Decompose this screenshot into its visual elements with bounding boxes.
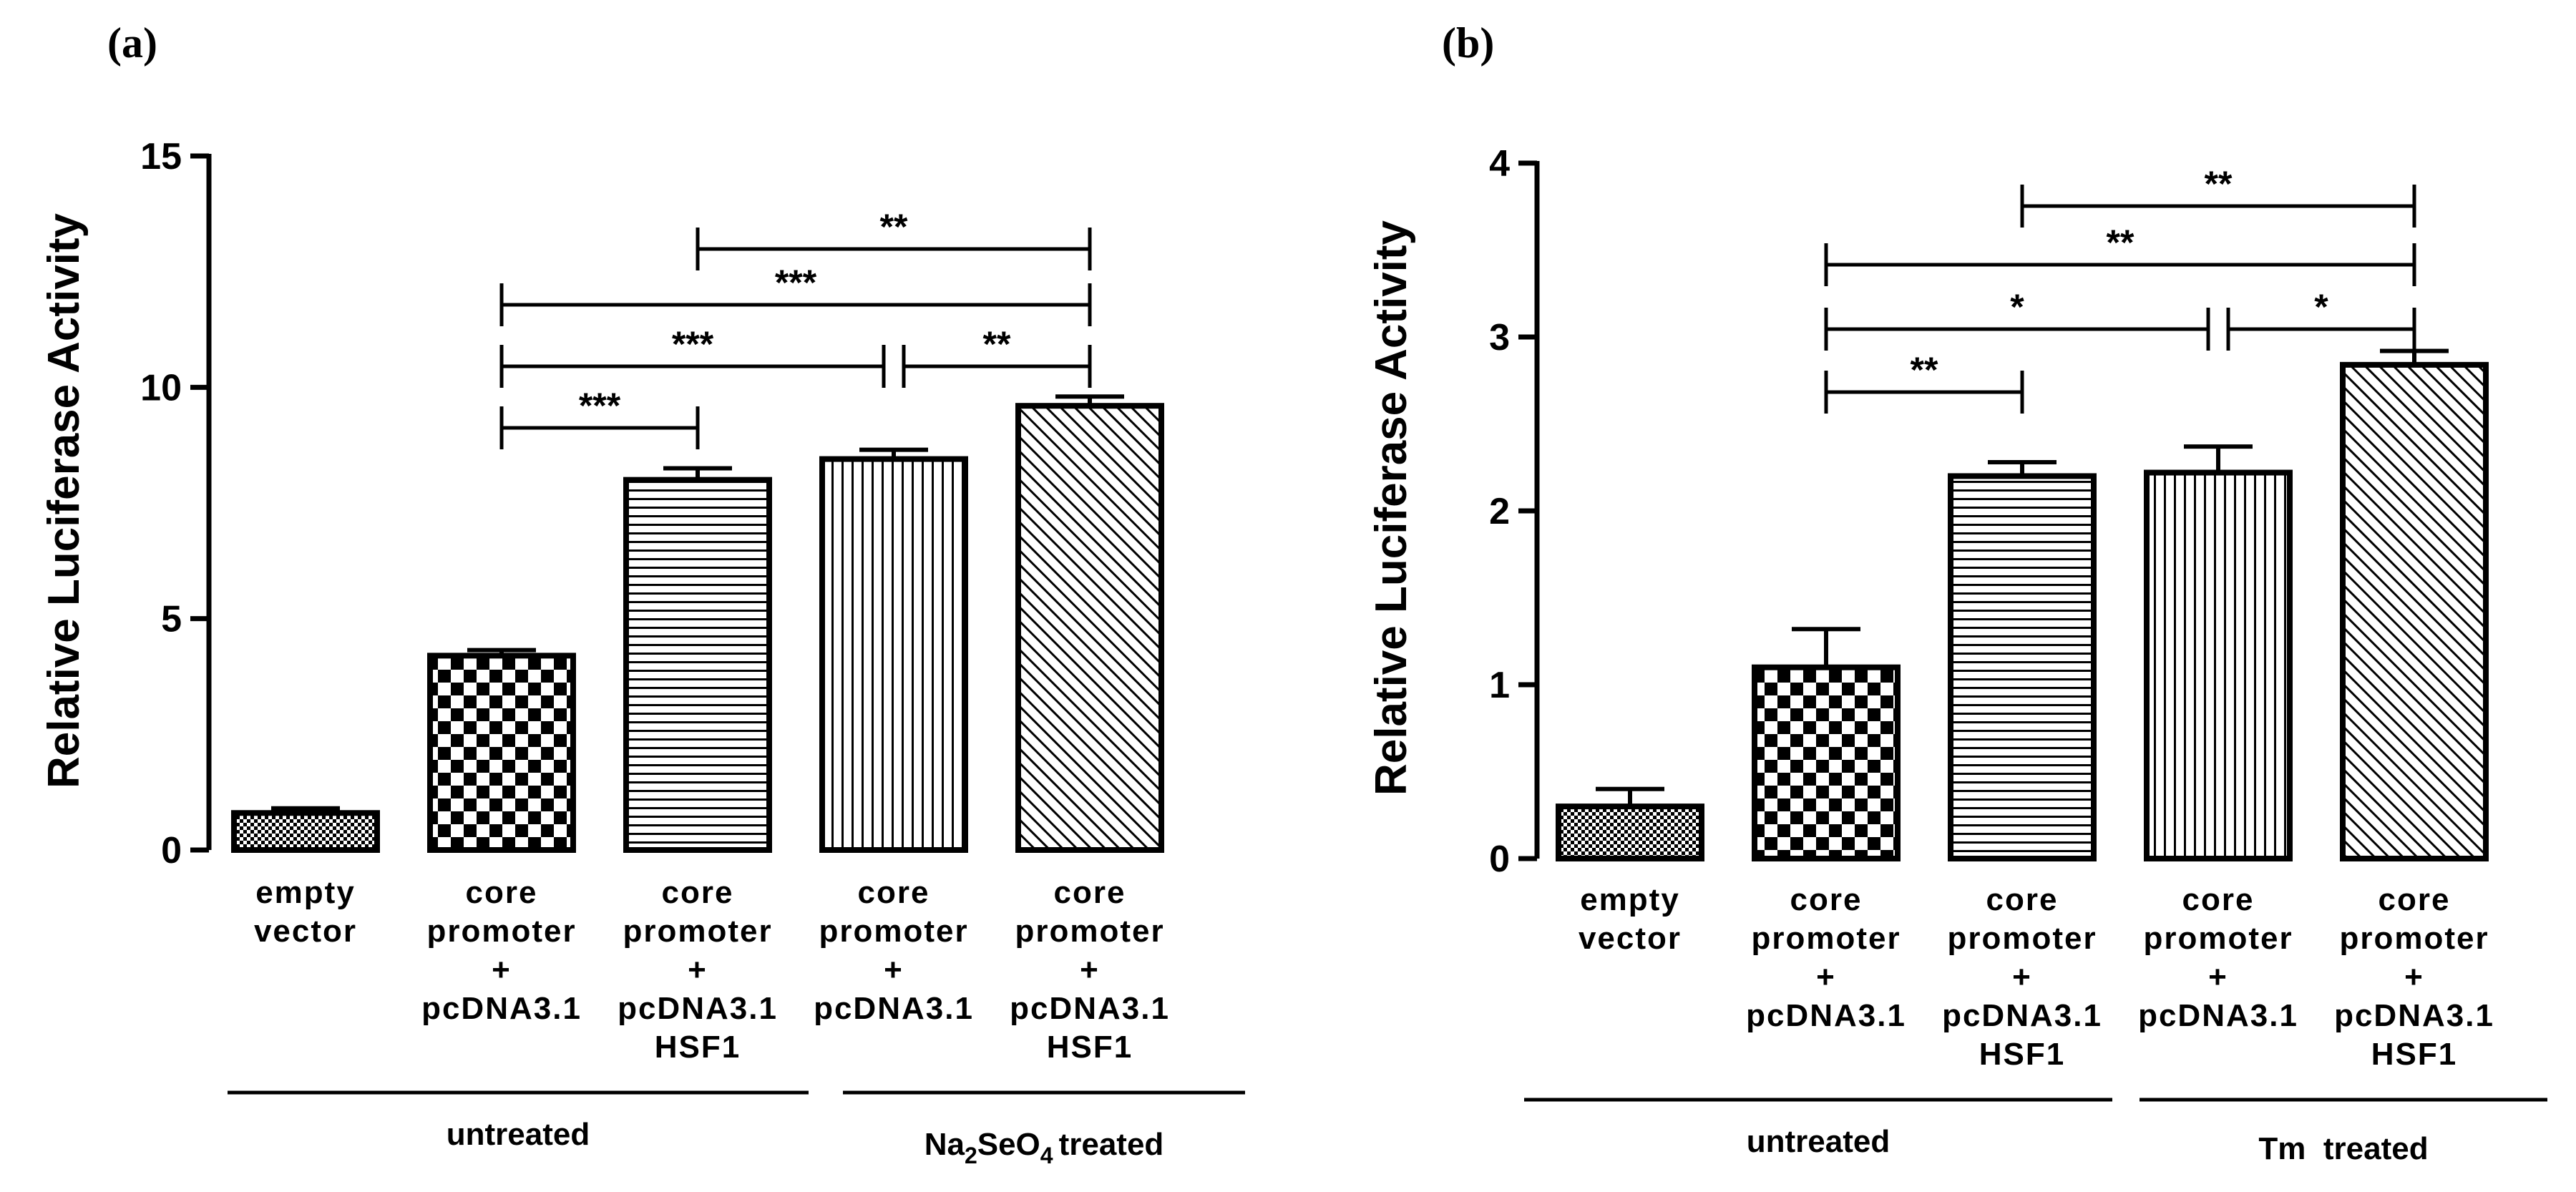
panel-b-significance-label: ** bbox=[2205, 164, 2233, 204]
panel-a-category-label: + bbox=[884, 952, 904, 987]
panel-a-category-label: HSF1 bbox=[655, 1030, 741, 1065]
panel-a-bars bbox=[231, 394, 1164, 854]
panel-a-category-label: promoter bbox=[623, 914, 772, 949]
panel-a-categories: emptyvectorcorepromoter+pcDNA3.1coreprom… bbox=[254, 875, 1170, 1065]
panel-a-significance-label: ** bbox=[880, 207, 908, 247]
panel-a-category-label: + bbox=[688, 952, 708, 987]
panel-a-group-label-untreated: untreated bbox=[447, 1117, 590, 1152]
panel-a: (a) Relative Luciferase Activity 051015 … bbox=[39, 19, 1245, 1168]
panel-a-significance: ****** ******* bbox=[499, 207, 1092, 449]
panel-a-bar bbox=[1015, 403, 1164, 853]
panel-b-bar bbox=[1556, 803, 1704, 861]
panel-a-category-label: core bbox=[662, 875, 734, 910]
panel-b-category-label: + bbox=[2012, 959, 2032, 995]
panel-a-bar bbox=[819, 456, 968, 853]
panel-a-bar bbox=[231, 810, 380, 854]
panel-a-category-label: pcDNA3.1 bbox=[421, 991, 582, 1026]
panel-a-category-label: promoter bbox=[1015, 914, 1164, 949]
panel-b-category-label: HSF1 bbox=[1979, 1037, 2065, 1072]
panel-a-category-label: vector bbox=[254, 914, 357, 949]
panel-a-y-axis-title: Relative Luciferase Activity bbox=[39, 212, 89, 788]
panel-b-category-label: core bbox=[1790, 882, 1863, 917]
panel-b-bar bbox=[2340, 361, 2489, 861]
panel-a-group-label-treated: Na2SeO4 treated bbox=[924, 1127, 1164, 1168]
panel-a-category-label: promoter bbox=[819, 914, 968, 949]
panel-a-y-tick-label: 10 bbox=[140, 367, 182, 409]
panel-a-axes: 0 5 10 15 bbox=[140, 136, 212, 871]
panel-b-y-tick-label: 2 bbox=[1489, 491, 1510, 532]
panel-a-category-label: pcDNA3.1 bbox=[618, 991, 778, 1026]
panel-b-label: (b) bbox=[1442, 19, 1494, 67]
panel-a-significance-label: *** bbox=[775, 263, 817, 303]
panel-b-significance-label: * bbox=[2314, 287, 2328, 327]
panel-b-y-tick-label: 4 bbox=[1489, 143, 1510, 185]
panel-b-y-tick-label: 1 bbox=[1489, 665, 1510, 706]
panel-b-category-label: HSF1 bbox=[2371, 1037, 2457, 1072]
panel-b-y-tick-label: 3 bbox=[1489, 317, 1510, 358]
panel-a-category-label: promoter bbox=[426, 914, 576, 949]
panel-b-significance: *** ***** bbox=[1824, 164, 2416, 414]
panel-a-category-label: core bbox=[466, 875, 538, 910]
panel-b-bar bbox=[2144, 469, 2293, 861]
panel-b-category-label: pcDNA3.1 bbox=[2334, 998, 2494, 1033]
panel-b: (b) Relative Luciferase Activity 0 1 2 3 4 *… bbox=[1367, 19, 2547, 1166]
panel-b-category-label: core bbox=[2379, 882, 2451, 917]
panel-b-category-label: promoter bbox=[1947, 921, 2097, 956]
panel-b-category-label: + bbox=[2404, 959, 2424, 995]
panel-a-category-label: pcDNA3.1 bbox=[1010, 991, 1170, 1026]
panel-b-category-label: core bbox=[1986, 882, 2059, 917]
panel-b-category-label: empty bbox=[1580, 882, 1680, 917]
panel-a-bar bbox=[427, 653, 576, 854]
panel-a-y-tick-label: 0 bbox=[161, 830, 182, 871]
panel-b-category-label: + bbox=[2208, 959, 2228, 995]
panel-b-category-label: promoter bbox=[1751, 921, 1901, 956]
panel-b-category-label: pcDNA3.1 bbox=[2138, 998, 2298, 1033]
panel-b-groups: untreated Tm treated bbox=[1524, 1098, 2547, 1166]
panel-b-category-label: promoter bbox=[2339, 921, 2489, 956]
panel-b-significance-label: ** bbox=[2107, 223, 2135, 263]
panel-a-category-label: HSF1 bbox=[1047, 1030, 1133, 1065]
panel-a-y-tick-label: 5 bbox=[161, 599, 182, 640]
panel-b-group-label-untreated: untreated bbox=[1747, 1124, 1890, 1159]
panel-b-significance-label: * bbox=[2010, 287, 2024, 327]
panel-b-category-label: pcDNA3.1 bbox=[1942, 998, 2102, 1033]
panel-a-category-label: empty bbox=[255, 875, 356, 910]
panel-a-significance-label: ** bbox=[983, 324, 1011, 364]
panel-b-axes: 0 1 2 3 4 bbox=[1489, 143, 1540, 880]
panel-a-significance-label: *** bbox=[672, 324, 714, 364]
panel-a-category-label: + bbox=[492, 952, 512, 987]
panel-a-label: (a) bbox=[107, 19, 157, 67]
panel-b-category-label: vector bbox=[1579, 921, 1682, 956]
panel-a-category-label: core bbox=[1054, 875, 1126, 910]
panel-b-significance-label: ** bbox=[1911, 350, 1938, 390]
panel-a-y-tick-label: 15 bbox=[140, 136, 182, 177]
panel-b-y-axis-title: Relative Luciferase Activity bbox=[1367, 220, 1416, 796]
panel-b-category-label: core bbox=[2182, 882, 2255, 917]
panel-b-bar bbox=[1948, 473, 2097, 861]
panel-a-bar bbox=[623, 477, 772, 853]
panel-b-category-label: promoter bbox=[2143, 921, 2293, 956]
panel-a-significance-label: *** bbox=[579, 386, 621, 426]
panel-b-category-label: + bbox=[1816, 959, 1836, 995]
panel-a-groups: untreated Na2SeO4 treated bbox=[228, 1090, 1245, 1168]
panel-b-categories: emptyvectorcorepromoter+pcDNA3.1coreprom… bbox=[1579, 882, 2494, 1072]
panel-b-y-tick-label: 0 bbox=[1489, 839, 1510, 880]
panel-b-group-label-treated: Tm treated bbox=[2258, 1131, 2428, 1166]
panel-b-bar bbox=[1752, 664, 1901, 861]
panel-a-category-label: + bbox=[1080, 952, 1100, 987]
panel-b-category-label: pcDNA3.1 bbox=[1746, 998, 1906, 1033]
panel-a-category-label: pcDNA3.1 bbox=[814, 991, 974, 1026]
panel-a-category-label: core bbox=[858, 875, 930, 910]
panel-b-bars bbox=[1556, 348, 2489, 861]
